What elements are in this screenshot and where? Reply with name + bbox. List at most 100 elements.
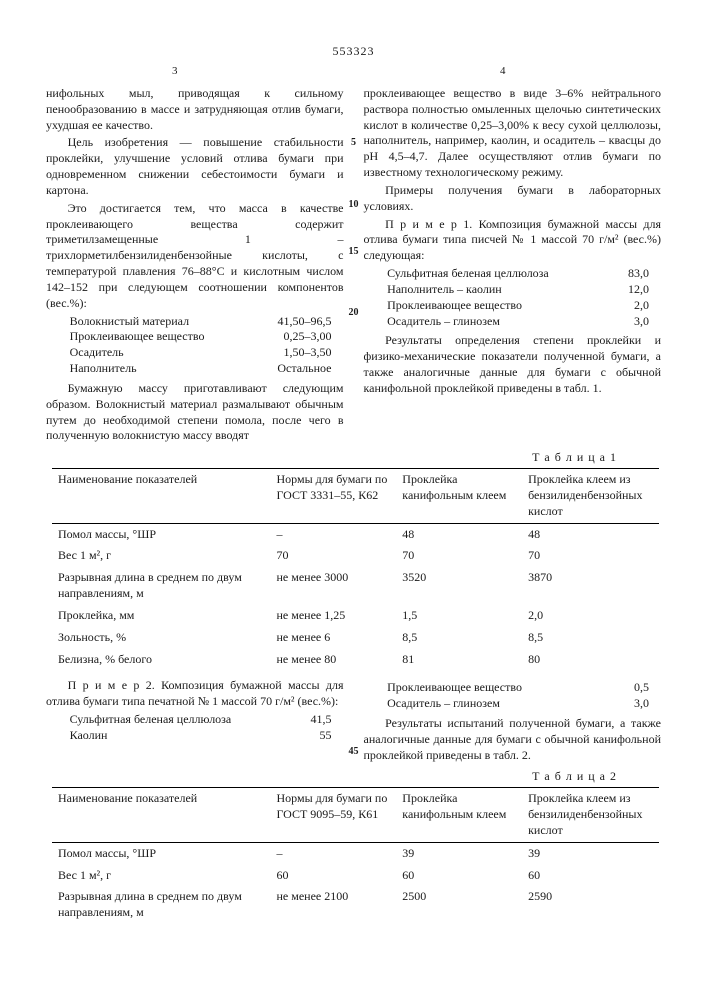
paragraph: Результаты испытаний полученной бумаги, … [364, 716, 662, 763]
table-cell: 70 [522, 545, 659, 567]
table-cell: 3520 [396, 567, 522, 605]
patent-number: 553323 [0, 44, 707, 60]
table-cell: не менее 80 [271, 649, 397, 671]
table-cell: не менее 2100 [271, 886, 397, 924]
table-cell: – [271, 842, 397, 864]
table-cell: Проклейка, мм [52, 605, 271, 627]
paragraph: Цель изобретения — повышение стабильност… [46, 135, 344, 198]
line-marker: 10 [349, 198, 359, 211]
comp-val: 0,25–3,00 [255, 329, 344, 345]
table-cell: 3870 [522, 567, 659, 605]
mix-name: Осадитель – глинозем [364, 314, 615, 330]
table-cell: Вес 1 м², г [52, 865, 271, 887]
table-row: Белизна, % белогоне менее 808180 [52, 649, 659, 671]
mix-name: Наполнитель – каолин [364, 282, 615, 298]
th: Проклейка клеем из бензилиденбензойных к… [522, 788, 659, 842]
table-row: Вес 1 м², г606060 [52, 865, 659, 887]
mix-val: 55 [297, 728, 344, 744]
table-cell: Вес 1 м², г [52, 545, 271, 567]
table-1-label: Т а б л и ц а 1 [46, 450, 617, 466]
table-cell: 81 [396, 649, 522, 671]
table-cell: 48 [396, 523, 522, 545]
left-column: нифольных мыл, приводящая к сильному пен… [46, 86, 344, 446]
mix-val: 0,5 [615, 680, 661, 696]
comp-val: Остальное [255, 361, 344, 377]
table-cell: 8,5 [522, 627, 659, 649]
mix-name: Сульфитная беленая целлюлоза [364, 266, 615, 282]
table-cell: Белизна, % белого [52, 649, 271, 671]
th: Наименование показателей [52, 469, 271, 523]
table-cell: Разрывная длина в среднем по двум направ… [52, 567, 271, 605]
table-cell: 60 [271, 865, 397, 887]
line-marker: 5 [351, 136, 356, 149]
mix-name: Осадитель – глинозем [364, 696, 616, 712]
comp-name: Волокнистый материал [46, 314, 255, 330]
comp-val: 1,50–3,50 [255, 345, 344, 361]
paragraph: Результаты определения степени проклейки… [364, 333, 662, 396]
table-row: Зольность, %не менее 68,58,5 [52, 627, 659, 649]
table-cell: – [271, 523, 397, 545]
table-cell: 1,5 [396, 605, 522, 627]
table-cell: Помол массы, °ШР [52, 842, 271, 864]
mix-val: 41,5 [297, 712, 344, 728]
patent-page: 553323 3 4 5 10 15 20 45 нифольных мыл, … [0, 0, 707, 1000]
line-marker: 15 [349, 245, 359, 258]
table-cell: не менее 1,25 [271, 605, 397, 627]
comp-name: Осадитель [46, 345, 255, 361]
mix-name: Сульфитная беленая целлюлоза [46, 712, 297, 728]
table-1: Наименование показателей Нормы для бумаг… [52, 468, 659, 670]
mix-val: 83,0 [614, 266, 661, 282]
comp-name: Проклеивающее вещество [46, 329, 255, 345]
table-cell: 60 [396, 865, 522, 887]
column-number-left: 3 [172, 64, 178, 79]
mix-name: Проклеивающее вещество [364, 680, 616, 696]
table-2-label: Т а б л и ц а 2 [46, 769, 617, 785]
table-cell: Зольность, % [52, 627, 271, 649]
example-2-left: П р и м е р 2. Композиция бумажной массы… [46, 678, 344, 765]
column-number-right: 4 [500, 64, 506, 79]
th: Проклейка канифольным клеем [396, 788, 522, 842]
table-row: Помол массы, °ШР–4848 [52, 523, 659, 545]
table-cell: 2500 [396, 886, 522, 924]
table-cell: 2590 [522, 886, 659, 924]
table-cell: 70 [271, 545, 397, 567]
mix-name: Проклеивающее вещество [364, 298, 615, 314]
paragraph: Примеры получения бумаги в лабораторных … [364, 183, 662, 215]
mix-val: 2,0 [614, 298, 661, 314]
table-row: Разрывная длина в среднем по двум направ… [52, 886, 659, 924]
table-cell: 39 [396, 842, 522, 864]
comp-val: 41,50–96,5 [255, 314, 344, 330]
paragraph: П р и м е р 1. Композиция бумажной массы… [364, 217, 662, 264]
line-marker: 20 [349, 306, 359, 319]
table-cell: не менее 6 [271, 627, 397, 649]
table-cell: 8,5 [396, 627, 522, 649]
mix-table: Сульфитная беленая целлюлоза83,0 Наполни… [364, 266, 662, 329]
table-cell: 48 [522, 523, 659, 545]
th: Проклейка клеем из бензилиденбензойных к… [522, 469, 659, 523]
comp-name: Наполнитель [46, 361, 255, 377]
th: Проклейка канифольным клеем [396, 469, 522, 523]
paragraph: П р и м е р 2. Композиция бумажной массы… [46, 678, 344, 710]
mix-val: 3,0 [614, 314, 661, 330]
table-row: Разрывная длина в среднем по двум направ… [52, 567, 659, 605]
table-row: Помол массы, °ШР–3939 [52, 842, 659, 864]
table-cell: 2,0 [522, 605, 659, 627]
example-2-right: Проклеивающее вещество0,5 Осадитель – гл… [364, 678, 662, 765]
paragraph: Бумажную массу приготавливают следующим … [46, 381, 344, 444]
table-cell: 60 [522, 865, 659, 887]
right-column: проклеивающее вещество в виде 3–6% нейтр… [364, 86, 662, 446]
th: Наименование показателей [52, 788, 271, 842]
table-cell: 80 [522, 649, 659, 671]
table-2: Наименование показателей Нормы для бумаг… [52, 787, 659, 924]
th: Нормы для бумаги по ГОСТ 3331–55, К62 [271, 469, 397, 523]
table-row: Проклейка, ммне менее 1,251,52,0 [52, 605, 659, 627]
table-cell: 39 [522, 842, 659, 864]
table-cell: не менее 3000 [271, 567, 397, 605]
table-cell: Разрывная длина в среднем по двум направ… [52, 886, 271, 924]
table-row: Вес 1 м², г707070 [52, 545, 659, 567]
table-cell: Помол массы, °ШР [52, 523, 271, 545]
mix-table-2-right: Проклеивающее вещество0,5 Осадитель – гл… [364, 680, 662, 712]
paragraph: нифольных мыл, приводящая к сильному пен… [46, 86, 344, 133]
line-marker: 45 [349, 745, 359, 758]
table-cell: 70 [396, 545, 522, 567]
